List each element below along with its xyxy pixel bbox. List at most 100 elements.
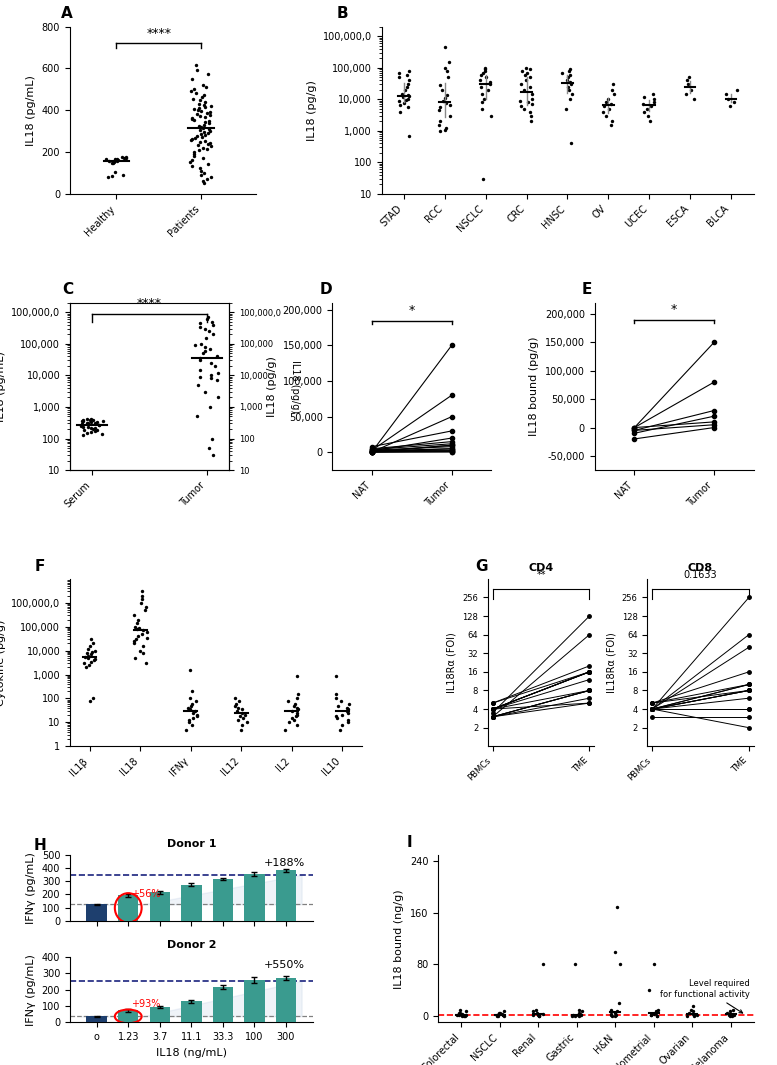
Point <box>484 76 497 93</box>
Point <box>572 1006 584 1023</box>
Point <box>195 335 207 353</box>
Point <box>394 103 406 120</box>
Point <box>527 1002 539 1019</box>
Point <box>519 66 531 83</box>
Point <box>475 78 487 95</box>
Point <box>138 602 151 619</box>
Point <box>683 1004 695 1021</box>
Point <box>211 348 224 365</box>
Point <box>721 1004 733 1021</box>
Point <box>291 667 304 684</box>
Point <box>203 440 215 457</box>
Point <box>197 140 209 157</box>
Point <box>195 166 207 183</box>
Point <box>403 71 416 88</box>
Text: D: D <box>319 282 333 297</box>
Point <box>235 704 248 721</box>
Point <box>597 103 609 120</box>
Point <box>191 128 204 145</box>
Point <box>330 686 343 703</box>
Point <box>130 630 142 648</box>
Point <box>681 1007 694 1025</box>
Point <box>393 68 406 85</box>
Point <box>688 1006 701 1023</box>
Point <box>85 411 97 428</box>
Point <box>286 703 298 720</box>
Point <box>460 1006 472 1023</box>
Point <box>642 108 654 125</box>
Point <box>241 714 253 731</box>
Point <box>437 93 449 110</box>
Point <box>97 413 110 430</box>
Point <box>135 587 148 604</box>
Point <box>524 78 537 95</box>
Point <box>497 1006 509 1023</box>
Point <box>289 695 301 712</box>
Point <box>279 721 291 738</box>
Point <box>76 426 89 443</box>
Y-axis label: IL18Rα (FOI): IL18Rα (FOI) <box>606 633 616 693</box>
Point <box>493 1005 505 1022</box>
Point <box>687 998 699 1015</box>
Point <box>524 68 537 85</box>
Point <box>651 1007 664 1025</box>
Point <box>336 716 348 733</box>
Point <box>131 615 144 632</box>
Point <box>197 164 210 181</box>
Point <box>197 345 209 362</box>
Point <box>687 1002 699 1019</box>
Point <box>393 64 406 81</box>
Point <box>573 1004 585 1021</box>
Point <box>565 135 577 152</box>
Bar <box>244 980 264 1022</box>
Point <box>641 100 653 117</box>
Point <box>292 686 305 703</box>
Point <box>342 704 354 721</box>
Text: G: G <box>476 558 488 574</box>
Point <box>203 115 215 132</box>
Point <box>688 91 701 108</box>
Point <box>127 607 140 624</box>
Point <box>723 98 736 115</box>
Title: Donor 2: Donor 2 <box>166 940 216 950</box>
Point <box>330 667 343 684</box>
Bar <box>244 873 264 920</box>
Point <box>206 313 218 330</box>
Point <box>724 1007 737 1025</box>
Point <box>688 1007 701 1025</box>
Point <box>562 78 574 95</box>
Point <box>183 700 195 717</box>
Point <box>434 99 446 116</box>
Point <box>85 643 98 660</box>
Point <box>200 79 212 96</box>
Point <box>605 1001 618 1018</box>
Text: F: F <box>35 558 45 574</box>
Point <box>82 419 94 436</box>
Point <box>199 114 211 131</box>
Point <box>637 96 650 113</box>
Point <box>393 97 406 114</box>
Point <box>87 690 99 707</box>
Text: C: C <box>62 282 73 297</box>
Point <box>139 597 152 615</box>
Point <box>199 109 211 126</box>
Point <box>193 92 206 109</box>
Point <box>230 695 242 712</box>
Point <box>200 170 213 187</box>
Point <box>194 351 207 368</box>
Bar <box>118 895 138 920</box>
Point <box>183 711 195 728</box>
Y-axis label: IL18 (pg/mL): IL18 (pg/mL) <box>26 75 37 146</box>
Point <box>184 701 197 718</box>
Point <box>282 714 294 731</box>
Point <box>187 709 200 726</box>
Point <box>128 635 141 652</box>
Point <box>186 70 198 88</box>
Point <box>199 339 211 356</box>
Text: I: I <box>406 835 413 850</box>
Point <box>329 690 342 707</box>
Point <box>476 85 489 102</box>
Point <box>638 103 650 120</box>
Point <box>204 135 216 152</box>
Point <box>196 88 208 105</box>
